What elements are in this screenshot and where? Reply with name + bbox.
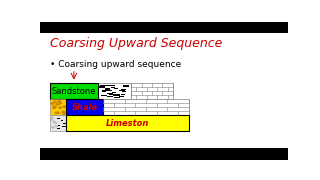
Text: Shale: Shale	[72, 103, 98, 112]
Text: Limeston: Limeston	[106, 119, 149, 128]
Bar	[57, 128, 60, 129]
Bar	[115, 95, 120, 96]
Bar	[66, 115, 189, 131]
Bar	[50, 99, 66, 115]
Bar	[40, 22, 288, 33]
Bar	[115, 88, 118, 89]
Circle shape	[56, 103, 58, 105]
Bar	[107, 93, 113, 94]
Bar	[50, 115, 66, 131]
Bar	[109, 94, 116, 95]
Bar	[99, 86, 105, 88]
Circle shape	[53, 106, 55, 107]
Text: Coarsing Upward Sequence: Coarsing Upward Sequence	[50, 37, 222, 50]
Bar	[124, 85, 129, 87]
Bar	[108, 85, 115, 86]
Bar	[121, 89, 126, 90]
Bar	[107, 90, 112, 91]
Bar	[62, 126, 66, 127]
Circle shape	[54, 101, 56, 102]
Bar	[103, 99, 189, 115]
Bar	[40, 148, 288, 160]
Circle shape	[51, 117, 53, 118]
Bar	[106, 90, 110, 91]
Bar	[131, 83, 173, 99]
Bar	[112, 92, 116, 93]
Circle shape	[51, 118, 53, 119]
Bar	[58, 125, 60, 126]
Bar	[101, 94, 105, 96]
Bar	[119, 90, 125, 91]
Circle shape	[62, 113, 65, 114]
Bar	[63, 126, 66, 127]
Circle shape	[55, 122, 56, 123]
Bar	[122, 91, 126, 92]
Bar	[50, 83, 98, 99]
Circle shape	[59, 102, 61, 104]
Bar	[66, 99, 103, 115]
Bar	[119, 96, 124, 97]
Text: • Coarsing upward sequence: • Coarsing upward sequence	[50, 60, 181, 69]
Bar	[57, 118, 60, 119]
Circle shape	[59, 107, 61, 108]
Circle shape	[56, 126, 57, 127]
Bar	[121, 94, 125, 95]
Circle shape	[53, 127, 54, 128]
Bar	[63, 123, 67, 124]
Bar	[102, 90, 106, 92]
Circle shape	[63, 106, 66, 107]
Circle shape	[53, 107, 55, 109]
Bar	[100, 85, 108, 86]
Bar	[103, 95, 107, 96]
Bar	[105, 88, 110, 90]
Text: Sandstone: Sandstone	[52, 87, 96, 96]
Bar	[111, 87, 115, 88]
Bar	[61, 120, 63, 121]
Circle shape	[52, 127, 53, 128]
Circle shape	[51, 103, 53, 104]
Bar	[107, 96, 113, 97]
Bar	[100, 85, 107, 86]
Circle shape	[55, 112, 58, 114]
Circle shape	[62, 111, 65, 113]
Circle shape	[53, 107, 56, 108]
Circle shape	[53, 121, 54, 122]
Circle shape	[57, 112, 59, 114]
Circle shape	[58, 101, 60, 102]
Circle shape	[57, 103, 60, 105]
Bar	[113, 94, 120, 96]
Bar	[98, 83, 131, 99]
Bar	[114, 96, 120, 98]
